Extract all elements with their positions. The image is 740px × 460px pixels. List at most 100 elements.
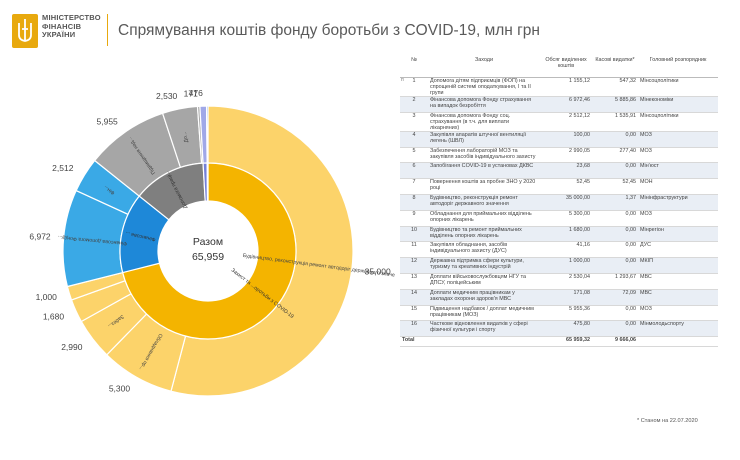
row-spent: 0,00 [592, 162, 638, 180]
row-allocated: 6 972,46 [540, 96, 592, 113]
value-callout: 2,990 [61, 342, 83, 352]
row-manager: Мінсоцполітики [638, 77, 718, 97]
row-measure: Доплати медичним працівникам у закладах … [428, 289, 540, 306]
row-index: 3 [400, 112, 428, 132]
row-index: 16 [400, 320, 428, 338]
row-measure: Обладнання для приймальних відділень опо… [428, 210, 540, 227]
table-row: 7 Повернення коштів за пробне ЗНО у 2020 … [400, 178, 718, 195]
table-row: 3 Фінансова допомога Фонду соц. страхуван… [400, 112, 718, 132]
value-callout: 35,000 [365, 266, 391, 276]
row-spent: 5 885,86 [592, 96, 638, 113]
row-index: 4 [400, 131, 428, 148]
row-measure: Часткове відновлення видатків у сфері фі… [428, 320, 540, 338]
row-spent: 52,45 [592, 178, 638, 195]
row-allocated: 2 530,04 [540, 273, 592, 290]
row-allocated: 1 000,00 [540, 257, 592, 274]
row-allocated: 171,08 [540, 289, 592, 306]
row-allocated: 100,00 [540, 131, 592, 148]
table-row: 5 Забезпечення лабораторій МОЗ та закупів… [400, 147, 718, 164]
allocation-table: № Заходи Обсяг виділених коштів Касові в… [400, 56, 718, 348]
row-manager: Мін'юст [638, 162, 718, 180]
row-manager: МОН [638, 178, 718, 195]
table-row: 15 Підвищення надбавок / доплат медичним … [400, 305, 718, 322]
row-manager: Мінекономіки [638, 96, 718, 113]
row-spent: 547,32 [592, 77, 638, 97]
table-header-row: № Заходи Обсяг виділених коштів Касові в… [400, 56, 718, 78]
row-manager: МОЗ [638, 131, 718, 148]
row-measure: Будівництво та ремонт приймальних відділ… [428, 226, 540, 243]
row-index: 5 [400, 147, 428, 164]
row-manager: МОЗ [638, 210, 718, 227]
row-allocated: 2 512,12 [540, 112, 592, 132]
table-row: 9 Обладнання для приймальних відділень оп… [400, 210, 718, 227]
row-allocated: 475,80 [540, 320, 592, 338]
row-index: 6 [400, 162, 428, 180]
value-callout: 5,300 [109, 383, 131, 393]
row-index: 15 [400, 305, 428, 322]
total-allocated: 65 959,32 [540, 336, 592, 348]
outer-ring [62, 105, 354, 397]
row-manager: Мінсоцполітики [638, 112, 718, 132]
ministry-line: ФІНАНСІВ [42, 21, 82, 31]
table-corner-mark: п [401, 77, 404, 83]
row-spent: 0,00 [592, 241, 638, 259]
row-manager: МОЗ [638, 147, 718, 164]
table-row: 8 Будівництво, реконструкція ремонт автод… [400, 194, 718, 211]
center-label: Разом [193, 236, 223, 248]
row-allocated: 5 955,36 [540, 305, 592, 322]
row-allocated: 35 000,00 [540, 194, 592, 211]
row-index: 14 [400, 289, 428, 306]
segment-label: До... [182, 131, 190, 143]
table-row: 1 Допомога дітям підприємців (ФОП) на спр… [400, 77, 718, 97]
row-spent: 0,00 [592, 320, 638, 338]
row-manager: ДУС [638, 241, 718, 259]
row-measure: Фінансова допомога Фонду страхування на … [428, 96, 540, 113]
row-measure: Забезпечення лабораторій МОЗ та закупівл… [428, 147, 540, 164]
table-row: 10 Будівництво та ремонт приймальних відд… [400, 226, 718, 243]
row-index: 13 [400, 273, 428, 290]
row-allocated: 1 680,00 [540, 226, 592, 243]
value-callout: 476 [189, 88, 203, 98]
row-measure: Фінансова допомога Фонду соц. страхуванн… [428, 112, 540, 132]
total-spacer [428, 336, 540, 348]
footnote: * Станом на 22.07.2020 [637, 418, 698, 424]
ministry-line: УКРАЇНИ [42, 30, 76, 39]
trident-icon [18, 19, 32, 42]
row-allocated: 1 155,12 [540, 77, 592, 97]
row-allocated: 41,16 [540, 241, 592, 259]
table-row: 13 Доплати військовослужбовцям НГУ та ДПС… [400, 273, 718, 290]
row-spent: 0,00 [592, 257, 638, 274]
table-row: 2 Фінансова допомога Фонду страхування на… [400, 96, 718, 113]
inner-ring [119, 162, 297, 340]
row-manager: МОЗ [638, 305, 718, 322]
row-spent: 0,00 [592, 305, 638, 322]
value-callout: 171 [184, 88, 198, 98]
row-measure: Доплати військовослужбовцям НГУ та ДПСУ,… [428, 273, 540, 290]
row-spent: 1 535,91 [592, 112, 638, 132]
table-row: 4 Закупівля апаратів штучної вентиляції л… [400, 131, 718, 148]
callout-labels: 35,000 5,300 2,990 1,680 1,000 6,972 2,512 5,95… [29, 88, 391, 393]
col-header: Касові видатки* [592, 56, 638, 78]
row-spent: 0,00 [592, 226, 638, 243]
row-allocated: 52,45 [540, 178, 592, 195]
row-spent: 1,37 [592, 194, 638, 211]
outer-segment [205, 105, 209, 164]
value-callout: 1,000 [36, 292, 58, 302]
row-manager: МВС [638, 273, 718, 290]
ministry-logo [12, 14, 38, 48]
row-allocated: 5 300,00 [540, 210, 592, 227]
row-spent: 277,40 [592, 147, 638, 164]
row-spent: 72,09 [592, 289, 638, 306]
col-header: Обсяг виділених коштів [540, 56, 592, 78]
row-manager: Мінрегіон [638, 226, 718, 243]
value-callout: 5,955 [97, 116, 119, 126]
table-row: 12 Державна підтримка сфери культури, тур… [400, 257, 718, 274]
row-measure: Запобігання COVID-19 в установах ДКВС [428, 162, 540, 180]
sunburst-chart: Будівництво, реконструкція ремонт автодо… [29, 88, 395, 397]
row-allocated: 2 990,05 [540, 147, 592, 164]
table-total-row: Total 65 959,32 9 666,06 [400, 336, 718, 348]
header-divider [107, 14, 108, 46]
table-row: 6 Запобігання COVID-19 в установах ДКВС 23… [400, 162, 718, 180]
col-header: Заходи [428, 56, 540, 78]
row-measure: Будівництво, реконструкція ремонт автодо… [428, 194, 540, 211]
